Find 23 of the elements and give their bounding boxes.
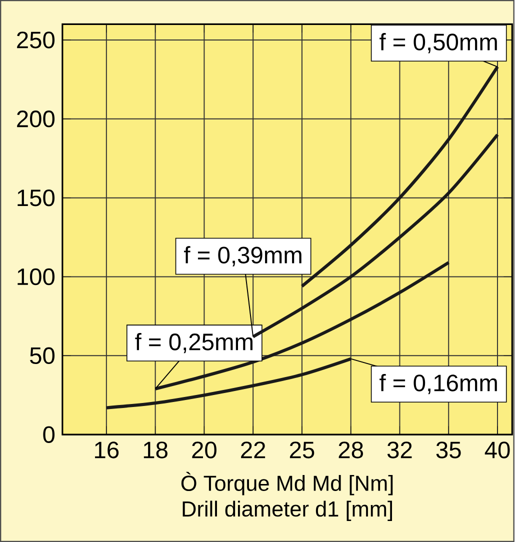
x-tick-label: 35 bbox=[436, 442, 461, 458]
line-series bbox=[300, 65, 499, 288]
x-axis-title: Drill diameter d1 [mm] bbox=[182, 500, 392, 521]
y-tick-label: 100 bbox=[18, 268, 54, 286]
y-tick-label: 50 bbox=[30, 347, 54, 364]
text: Ò Torque Md Md [Nm] bbox=[181, 472, 392, 496]
x-tick-label: 22 bbox=[240, 442, 265, 458]
x-tick-label: 40 bbox=[484, 442, 510, 458]
x-tick-label: 25 bbox=[290, 442, 314, 458]
x-tick-label: 20 bbox=[192, 442, 216, 458]
series-label: f = 0,16mm bbox=[379, 374, 497, 394]
x-tick-label: 16 bbox=[94, 442, 118, 458]
y-tick-label: 0 bbox=[43, 426, 54, 443]
series-label: f = 0,25mm bbox=[135, 332, 252, 354]
x-tick-label: 28 bbox=[338, 442, 363, 458]
y-tick-label: 200 bbox=[16, 110, 54, 128]
y-tick-label: 150 bbox=[18, 189, 54, 206]
line-series bbox=[104, 357, 352, 410]
y-tick-label: 250 bbox=[16, 32, 54, 48]
series-label: f = 0,39mm bbox=[184, 246, 302, 266]
series-label: f = 0,50mm bbox=[379, 33, 497, 54]
x-tick-label: 32 bbox=[387, 442, 412, 458]
x-tick-label: 18 bbox=[144, 442, 168, 458]
